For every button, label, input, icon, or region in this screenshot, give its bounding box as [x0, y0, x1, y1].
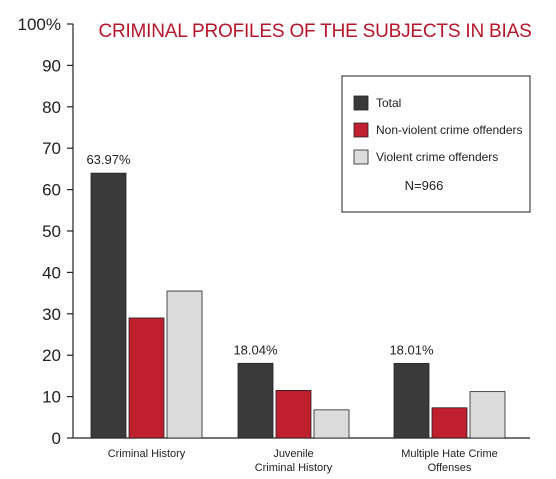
- y-tick-label: 70: [42, 139, 61, 158]
- legend-swatch: [353, 122, 369, 138]
- y-tick-label: 60: [42, 181, 61, 200]
- legend-swatch: [353, 95, 369, 111]
- bar: [237, 362, 274, 439]
- y-tick-label: 100%: [18, 15, 61, 34]
- bar: [393, 363, 430, 439]
- bar: [313, 409, 350, 439]
- data-label: 18.01%: [389, 342, 434, 357]
- x-tick-label: Multiple Hate Crime Offenses: [401, 448, 498, 474]
- bar: [166, 290, 203, 439]
- bar: [431, 407, 468, 439]
- chart-title: CRIMINAL PROFILES OF THE SUBJECTS IN BIA…: [98, 21, 531, 42]
- legend-label: Total: [376, 96, 401, 110]
- x-tick-label: Criminal History: [108, 448, 186, 460]
- bar: [275, 389, 312, 439]
- data-label: 63.97%: [86, 152, 131, 167]
- y-tick-label: 50: [42, 222, 61, 241]
- data-labels: 63.97% 18.04% 18.01%: [86, 152, 434, 357]
- bars: [90, 172, 506, 439]
- y-tick-label: 20: [42, 346, 61, 365]
- x-axis-labels: Criminal History Juvenile Criminal History…: [108, 448, 498, 474]
- legend-label: Non-violent crime offenders: [376, 123, 523, 137]
- y-tick-label: 90: [42, 56, 61, 75]
- y-tick-label: 0: [52, 429, 61, 448]
- y-tick-label: 80: [42, 98, 61, 117]
- legend-note: N=966: [405, 178, 444, 193]
- legend-box: [341, 75, 531, 213]
- y-tick-label: 40: [42, 263, 61, 282]
- y-axis: 0 10 20 30 40 50 60 70 80 90 100%: [18, 15, 530, 448]
- bar: [469, 391, 506, 439]
- data-label: 18.04%: [233, 342, 278, 357]
- bar: [128, 317, 165, 439]
- bar: [90, 172, 127, 439]
- legend: Total Non-violent crime offenders Violent …: [341, 75, 531, 213]
- legend-swatch: [353, 149, 369, 165]
- x-tick-label: Juvenile Criminal History: [255, 448, 333, 474]
- y-tick-label: 30: [42, 305, 61, 324]
- y-tick-label: 10: [42, 388, 61, 407]
- legend-label: Violent crime offenders: [376, 150, 498, 164]
